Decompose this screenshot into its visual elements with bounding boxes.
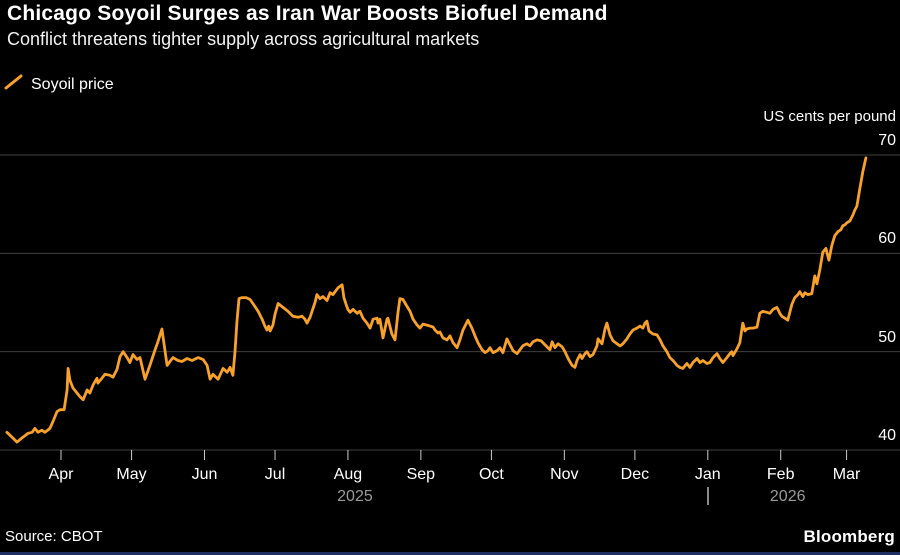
x-tick-label-may: May	[116, 466, 147, 483]
x-tick-label-apr: Apr	[48, 466, 74, 483]
x-tick-label-oct: Oct	[478, 466, 504, 483]
x-tick-label-mar: Mar	[832, 466, 861, 483]
page-title: Chicago Soyoil Surges as Iran War Boosts…	[7, 2, 608, 25]
y-tick-label-40: 40	[878, 426, 896, 444]
x-tick-label-jul: Jul	[264, 466, 286, 483]
legend-line-marker-icon	[4, 74, 23, 95]
legend-label: Soyoil price	[31, 75, 114, 93]
page-subtitle: Conflict threatens tighter supply across…	[7, 29, 480, 49]
source-credit: Source: CBOT	[5, 528, 103, 545]
y-axis-unit-label: US cents per pound	[763, 108, 896, 125]
x-tick-label-jun: Jun	[191, 466, 218, 483]
y-tick-label-50: 50	[878, 328, 896, 346]
y-tick-label-70: 70	[878, 132, 896, 149]
year-label-2026: 2026	[769, 488, 806, 505]
x-tick-label-nov: Nov	[550, 466, 579, 483]
year-label-2025: 2025	[337, 488, 373, 505]
bottom-accent-bar	[0, 552, 900, 555]
x-tick-label-feb: Feb	[766, 466, 795, 483]
x-tick-label-sep: Sep	[406, 466, 436, 483]
legend: Soyoil price	[4, 74, 114, 95]
x-tick-label-jan: Jan	[694, 466, 721, 483]
x-tick-label-aug: Aug	[333, 466, 363, 483]
bloomberg-logo: Bloomberg	[803, 527, 895, 546]
year-divider-mark	[706, 487, 709, 505]
y-tick-label-60: 60	[878, 230, 896, 248]
x-tick-label-dec: Dec	[620, 466, 650, 483]
